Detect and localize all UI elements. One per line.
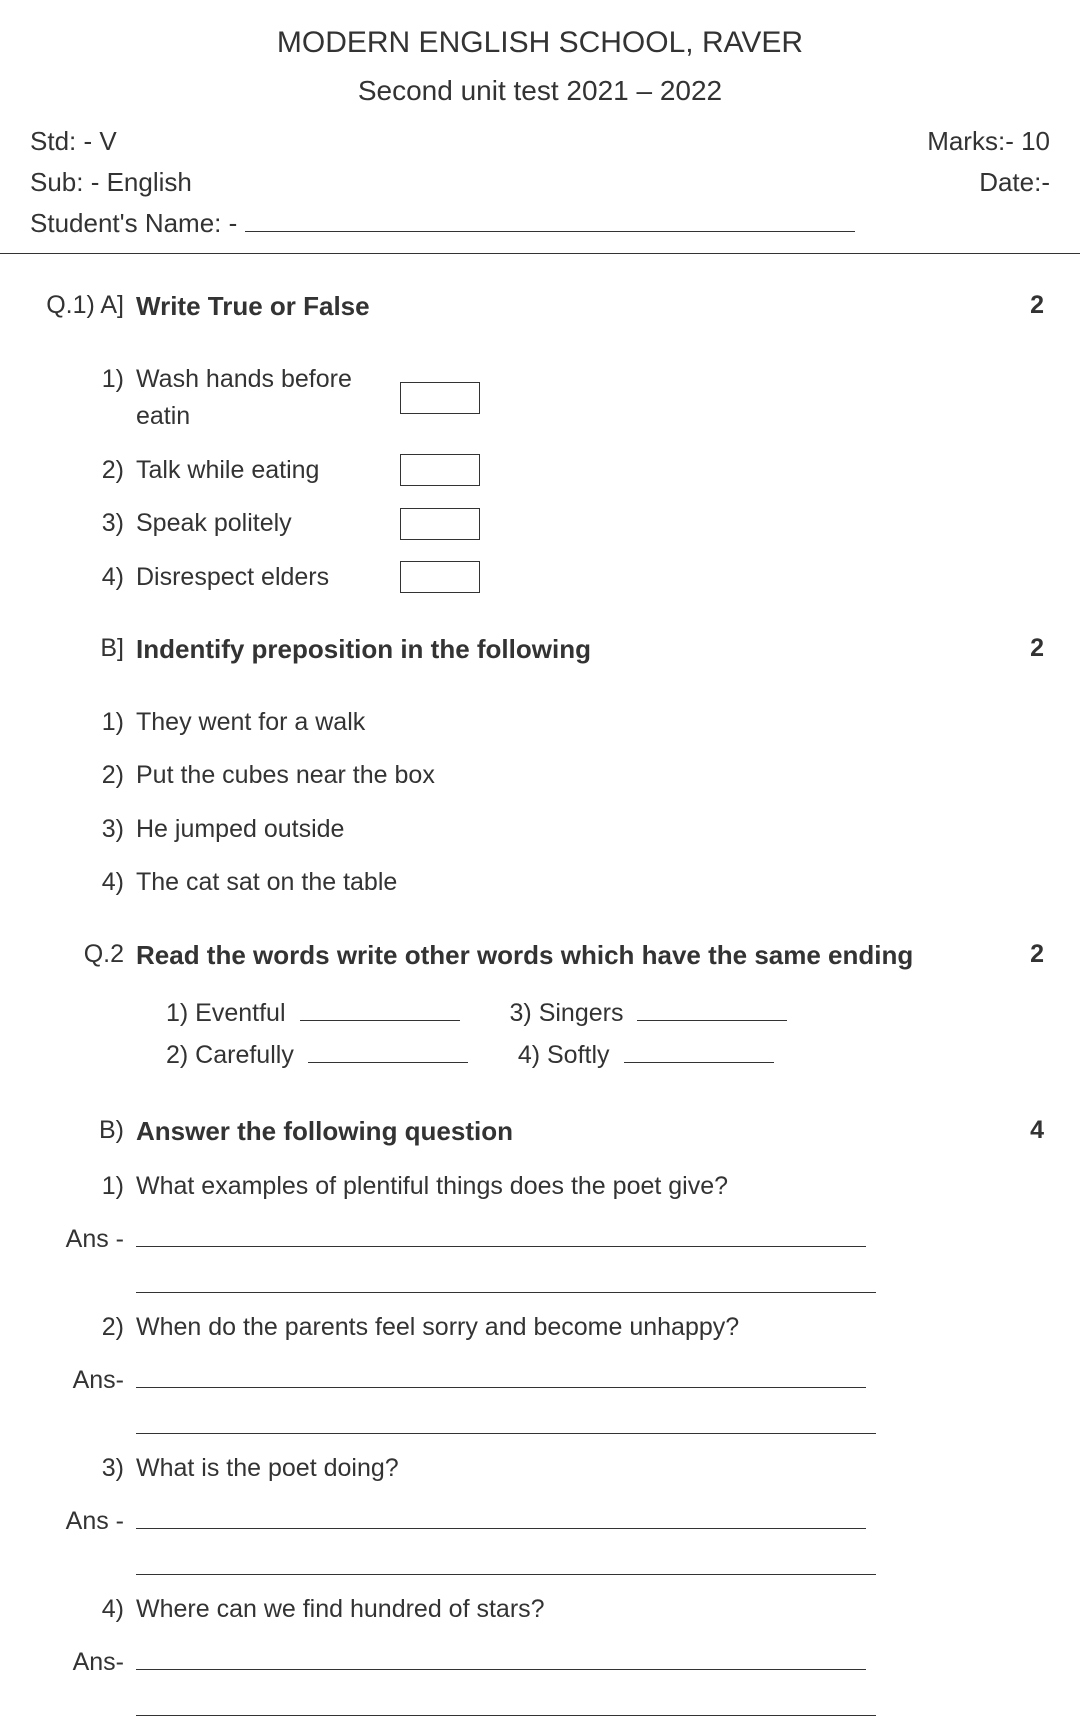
q2b-q2-line2[interactable] [136,1412,876,1434]
school-name: MODERN ENGLISH SCHOOL, RAVER [30,20,1050,65]
tf-box-2[interactable] [400,454,480,486]
q2b-marks: 4 [1000,1104,1050,1160]
q1a-item-4-num: 4) [30,551,130,605]
q2b-num: B) [30,1104,130,1160]
q1a-marks: 2 [1000,279,1050,335]
q2-title: Read the words write other words which h… [136,940,913,970]
q2b-q1-text: What examples of plentiful things does t… [130,1160,1000,1214]
q2-words-row1: 1) Eventful 3) Singers 2) Carefully 4) S… [30,983,1050,1086]
q2b-q3-num: 3) [30,1442,130,1496]
section-q2-heading: Q.2 Read the words write other words whi… [30,928,1050,984]
q2-w1: 1) Eventful [166,995,286,1033]
q2b-q4-text: Where can we find hundred of stars? [130,1583,1000,1637]
q2b-q1-line1[interactable] [136,1227,866,1247]
q2b-q2-ans-label: Ans- [30,1354,130,1442]
q2b-q3-line2[interactable] [136,1553,876,1575]
q1a-item-1: 1) Wash hands before eatin [30,353,1050,444]
q2b-q3-text: What is the poet doing? [130,1442,1000,1496]
q2b-q2: 2) When do the parents feel sorry and be… [30,1301,1050,1355]
q1a-item-3-num: 3) [30,497,130,551]
q1a-title: Write True or False [136,291,370,321]
test-name: Second unit test 2021 – 2022 [30,70,1050,112]
q2b-q4-ans-label: Ans- [30,1636,130,1724]
q1a-item-1-text: Wash hands before eatin [136,361,396,436]
q2b-q4-line1[interactable] [136,1650,866,1670]
q2-blank-1[interactable] [300,1020,460,1021]
section-q1b-heading: B] Indentify preposition in the followin… [30,622,1050,678]
q2-w4: 4) Softly [518,1037,610,1075]
q1a-item-3-text: Speak politely [136,505,396,543]
q2b-q4-num: 4) [30,1583,130,1637]
q1b-item-4: 4) The cat sat on the table [30,856,1050,910]
q1a-item-4: 4) Disrespect elders [30,551,1050,605]
meta-row-2: Sub: - English Date:- [30,163,1050,202]
q1b-item-1-num: 1) [30,696,130,750]
date-label: Date:- [979,163,1050,202]
q2b-q4: 4) Where can we find hundred of stars? [30,1583,1050,1637]
q1b-item-2: 2) Put the cubes near the box [30,749,1050,803]
q2b-q3-line1[interactable] [136,1509,866,1529]
q1b-num: B] [30,622,130,678]
q2-w3: 3) Singers [510,995,624,1033]
header-divider [0,253,1080,254]
q1b-marks: 2 [1000,622,1050,678]
q2b-q2-num: 2) [30,1301,130,1355]
student-name-row: Student's Name: - [30,204,1050,243]
q1a-num: Q.1) A] [30,279,130,335]
section-q2b-heading: B) Answer the following question 4 [30,1104,1050,1160]
q1b-item-1-text: They went for a walk [130,696,1000,750]
page-header: MODERN ENGLISH SCHOOL, RAVER Second unit… [30,20,1050,243]
q1b-item-2-num: 2) [30,749,130,803]
q2b-q4-line2[interactable] [136,1694,876,1716]
q2-marks: 2 [1000,928,1050,984]
q2-num: Q.2 [30,928,130,984]
q1b-item-2-text: Put the cubes near the box [130,749,1000,803]
q1a-item-4-text: Disrespect elders [136,559,396,597]
q1b-title: Indentify preposition in the following [136,634,591,664]
section-q1a-heading: Q.1) A] Write True or False 2 [30,279,1050,335]
q1a-item-2-num: 2) [30,444,130,498]
q2b-q4-ans: Ans- [30,1636,1050,1724]
tf-box-4[interactable] [400,561,480,593]
q1b-item-4-num: 4) [30,856,130,910]
q2-blank-2[interactable] [308,1062,468,1063]
q1b-item-3-num: 3) [30,803,130,857]
tf-box-3[interactable] [400,508,480,540]
q2b-q2-ans: Ans- [30,1354,1050,1442]
q2b-q3-ans: Ans - [30,1495,1050,1583]
name-blank[interactable] [245,231,855,232]
q2-blank-4[interactable] [624,1062,774,1063]
q2b-q3: 3) What is the poet doing? [30,1442,1050,1496]
q2-blank-3[interactable] [637,1020,787,1021]
q1b-item-3: 3) He jumped outside [30,803,1050,857]
sub-label: Sub: - English [30,163,192,202]
q2b-q2-line1[interactable] [136,1368,866,1388]
q2b-q2-text: When do the parents feel sorry and becom… [130,1301,1000,1355]
q1a-item-3: 3) Speak politely [30,497,1050,551]
marks-label: Marks:- 10 [927,122,1050,161]
q1a-item-2-text: Talk while eating [136,452,396,490]
q1b-item-1: 1) They went for a walk [30,696,1050,750]
q2b-q1: 1) What examples of plentiful things doe… [30,1160,1050,1214]
q2b-title: Answer the following question [136,1116,513,1146]
name-label: Student's Name: - [30,208,245,238]
std-label: Std: - V [30,122,117,161]
meta-row-1: Std: - V Marks:- 10 [30,122,1050,161]
q2b-q3-ans-label: Ans - [30,1495,130,1583]
q2b-q1-ans-label: Ans - [30,1213,130,1301]
q1b-item-4-text: The cat sat on the table [130,856,1000,910]
q2b-q1-line2[interactable] [136,1271,876,1293]
tf-box-1[interactable] [400,382,480,414]
q1a-item-2: 2) Talk while eating [30,444,1050,498]
q2b-q1-num: 1) [30,1160,130,1214]
q1a-item-1-num: 1) [30,353,130,444]
q1b-item-3-text: He jumped outside [130,803,1000,857]
q2b-q1-ans: Ans - [30,1213,1050,1301]
q2-w2: 2) Carefully [166,1037,294,1075]
question-table: Q.1) A] Write True or False 2 1) Wash ha… [30,279,1050,1724]
